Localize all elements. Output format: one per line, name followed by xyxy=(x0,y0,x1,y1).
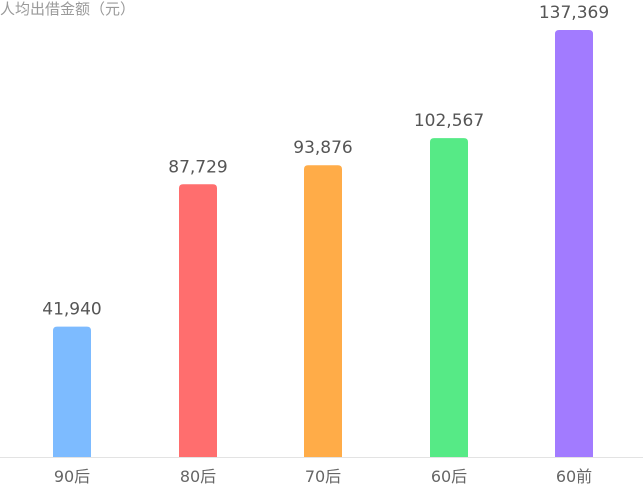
bar-4 xyxy=(555,30,593,457)
bar-value-label-1: 87,729 xyxy=(168,157,227,177)
bar-value-label-0: 41,940 xyxy=(42,300,101,320)
bar-1 xyxy=(179,184,217,458)
bar-3 xyxy=(430,138,468,458)
bar-value-label-4: 137,369 xyxy=(539,3,609,23)
x-tick-label-3: 60后 xyxy=(431,467,467,486)
bar-2 xyxy=(304,165,342,457)
x-tick-label-4: 60前 xyxy=(556,467,592,486)
x-tick-label-2: 70后 xyxy=(305,467,341,486)
y-axis-unit-label: 人均出借金额（元） xyxy=(0,0,136,18)
bar-value-label-2: 93,876 xyxy=(293,138,352,158)
x-tick-label-1: 80后 xyxy=(180,467,216,486)
x-tick-label-0: 90后 xyxy=(54,467,90,486)
bar-0 xyxy=(53,326,91,457)
bar-value-label-3: 102,567 xyxy=(414,111,484,131)
